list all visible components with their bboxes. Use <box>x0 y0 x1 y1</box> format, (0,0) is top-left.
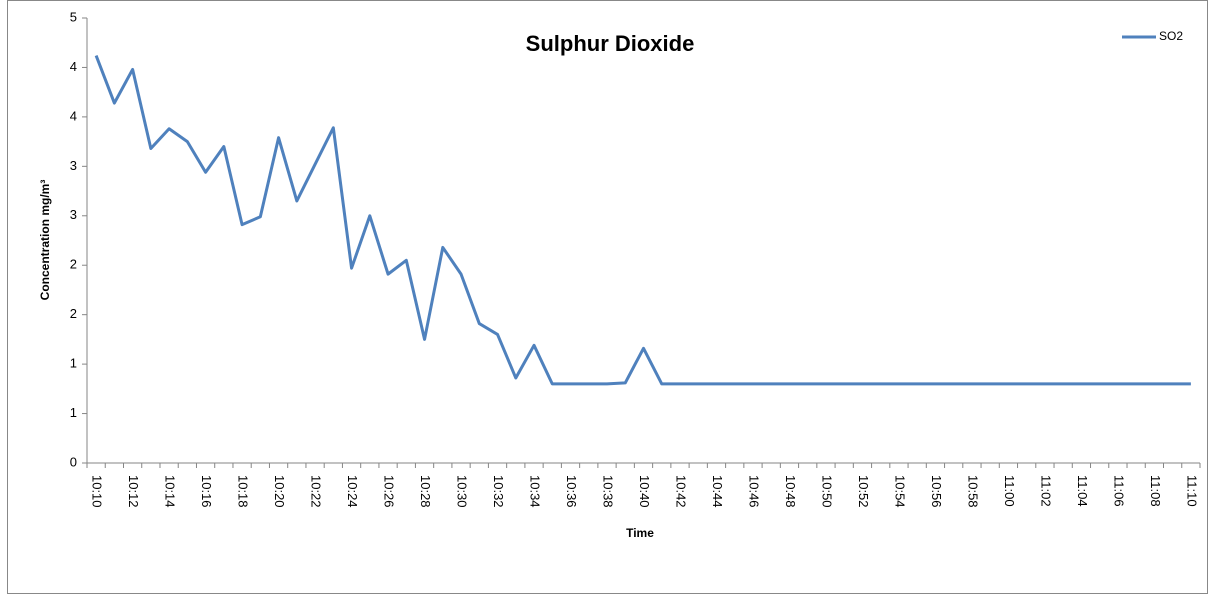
y-tick-label: 4 <box>70 108 77 123</box>
x-tick-label: 10:10 <box>90 475 105 508</box>
data-line <box>94 55 1191 386</box>
x-tick-label: 10:42 <box>674 475 689 508</box>
x-tick-label: 10:14 <box>163 475 178 508</box>
x-tick-label: 10:28 <box>418 475 433 508</box>
x-tick-label: 10:40 <box>637 475 652 508</box>
x-tick-label: 10:46 <box>747 475 762 508</box>
x-tick-label: 10:58 <box>965 475 980 508</box>
x-tick-label: 10:32 <box>491 475 506 508</box>
x-tick-label: 10:18 <box>236 475 251 508</box>
x-tick-label: 10:34 <box>528 475 543 508</box>
y-tick-label: 0 <box>70 454 77 469</box>
x-tick-label: 10:36 <box>564 475 579 508</box>
y-tick-label: 2 <box>70 257 77 272</box>
x-tick-label: 10:30 <box>455 475 470 508</box>
x-tick-label: 10:12 <box>126 475 141 508</box>
chart-border <box>7 0 1208 594</box>
y-tick-label: 1 <box>70 356 77 371</box>
x-tick-label: 10:48 <box>783 475 798 508</box>
x-tick-label: 10:52 <box>856 475 871 508</box>
x-tick-label: 10:26 <box>382 475 397 508</box>
x-tick-label: 11:06 <box>1111 475 1126 507</box>
x-tick-label: 10:20 <box>272 475 287 508</box>
y-tick-label: 2 <box>70 306 77 321</box>
y-tick-label: 3 <box>70 158 77 173</box>
x-axis-title: Time <box>626 526 654 540</box>
x-tick-label: 10:54 <box>893 475 908 508</box>
x-tick-label: 10:22 <box>309 475 324 508</box>
y-tick-label: 4 <box>70 59 77 74</box>
x-tick-label: 10:24 <box>345 475 360 508</box>
x-tick-label: 10:38 <box>601 475 616 508</box>
y-tick-label: 5 <box>70 9 77 24</box>
x-tick-label: 11:00 <box>1002 475 1017 507</box>
x-tick-label: 11:10 <box>1184 475 1199 507</box>
legend-label: SO2 <box>1159 29 1183 43</box>
x-tick-label: 10:44 <box>710 475 725 508</box>
chart-title: Sulphur Dioxide <box>526 31 695 56</box>
x-tick-label: 10:50 <box>820 475 835 508</box>
x-tick-label: 10:56 <box>929 475 944 508</box>
y-axis-title: Concentration mg/m³ <box>38 180 52 301</box>
x-tick-label: 10:16 <box>199 475 214 508</box>
x-tick-label: 11:04 <box>1075 475 1090 507</box>
x-tick-label: 11:02 <box>1038 475 1053 507</box>
y-tick-label: 1 <box>70 405 77 420</box>
x-tick-label: 11:08 <box>1148 475 1163 507</box>
y-tick-label: 3 <box>70 207 77 222</box>
